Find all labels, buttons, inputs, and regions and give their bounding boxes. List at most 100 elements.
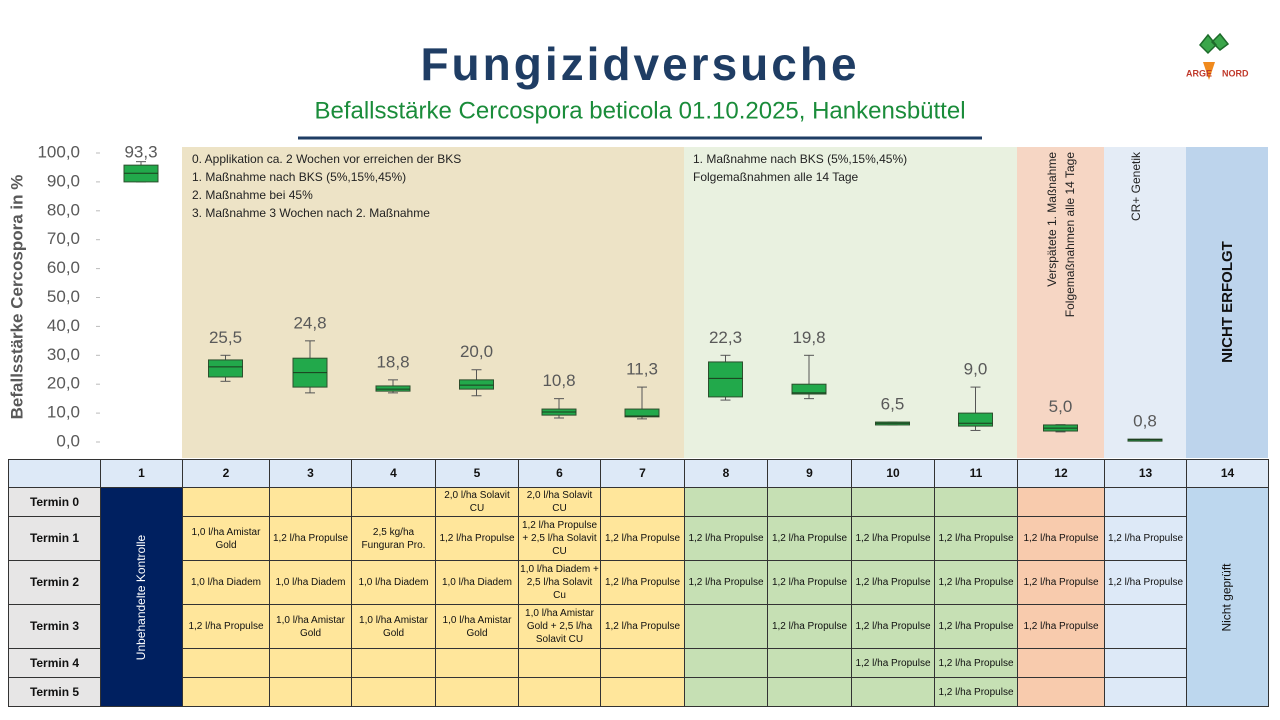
control-cell: Unbehandelte Kontrolle [100, 487, 183, 707]
cell-text: 1,0 l/ha Amistar Gold + 2,5 l/ha Solavit… [525, 608, 594, 645]
cell-text: 1,2 l/ha Propulse [855, 621, 931, 632]
cell: 1,0 l/ha Diadem + 2,5 l/ha Solavit Cu [518, 560, 601, 605]
cell: 1,2 l/ha Propulse + 2,5 l/ha Solavit CU [518, 516, 601, 561]
cell [269, 487, 352, 517]
y-tick-label: 70,0 [47, 229, 80, 248]
cell [182, 487, 270, 517]
row-label: Termin 3 [8, 604, 101, 649]
value-label: 25,5 [209, 328, 242, 347]
cell: 1,0 l/ha Diadem [435, 560, 519, 605]
cell [518, 648, 601, 678]
column-header: 9 [767, 459, 852, 488]
value-label: 11,3 [626, 360, 658, 379]
value-label: 6,5 [881, 395, 905, 414]
cell [684, 677, 768, 707]
cell-text: 1,0 l/ha Amistar Gold [191, 526, 261, 551]
cell: 1,2 l/ha Propulse [851, 604, 935, 649]
cell-text: 3 [307, 466, 314, 480]
cell: 1,2 l/ha Propulse [1017, 604, 1105, 649]
cell-text: 2,5 kg/ha Funguran Pro. [361, 526, 426, 551]
cell: 1,2 l/ha Propulse [851, 560, 935, 605]
y-tick-label: 30,0 [47, 345, 80, 364]
cell-text: Termin 4 [29, 655, 80, 670]
cell-text: 1,2 l/ha Propulse [1023, 533, 1099, 544]
cell-text: 1,2 l/ha Propulse [1107, 577, 1184, 588]
value-label: 19,8 [792, 328, 825, 347]
y-tick-label: 40,0 [47, 316, 80, 335]
column-header: 12 [1017, 459, 1105, 488]
box [708, 361, 743, 398]
cell-text: 9 [806, 466, 813, 480]
cell-text: 1,2 l/ha Propulse [938, 686, 1014, 698]
cell [182, 677, 270, 707]
not-tested-cell: Nicht geprüft [1186, 487, 1269, 707]
cell: 1,2 l/ha Propulse [851, 648, 935, 678]
cell-text: 1 [138, 466, 145, 480]
box [958, 412, 993, 427]
subtitle: Befallsstärke Cercospora beticola 01.10.… [314, 97, 965, 124]
cell-text: 11 [969, 466, 983, 480]
cell-text: 1,2 l/ha Propulse [771, 577, 848, 588]
y-tick-label: 50,0 [47, 287, 80, 306]
cell-text: Termin 1 [29, 531, 80, 545]
annotation: CR+ Genetik [1129, 151, 1143, 221]
cell-text: 2,0 l/ha Solavit CU [444, 490, 510, 514]
row-label: Termin 0 [8, 487, 101, 517]
cell-text: 1,2 l/ha Propulse [938, 657, 1014, 669]
cell-text: Termin 5 [29, 684, 80, 699]
box [459, 379, 494, 390]
cell-text: 1,2 l/ha Propulse [272, 533, 349, 544]
cell: 1,2 l/ha Propulse [767, 604, 852, 649]
cell-text: 6 [556, 466, 563, 480]
cell-text: 1,2 l/ha Propulse [855, 657, 931, 669]
cell-text: 14 [1220, 466, 1235, 480]
y-axis-label: Befallsstärke Cercospora in % [7, 175, 26, 420]
cell-text: 1,2 l/ha Propulse [604, 621, 681, 632]
cell-text: 1,2 l/ha Propulse [855, 533, 931, 544]
cell [767, 487, 852, 517]
annotation: NICHT ERFOLGT [1219, 241, 1236, 363]
cell: 1,2 l/ha Propulse [934, 560, 1018, 605]
cell [684, 487, 768, 517]
cell: 1,0 l/ha Amistar Gold [269, 604, 352, 649]
cell-text: 1,2 l/ha Propulse [604, 533, 681, 544]
cell-text: 1,2 l/ha Propulse [938, 621, 1014, 632]
y-tick-label: 100,0 [37, 142, 80, 161]
region [684, 147, 1017, 458]
cell-text: 1,0 l/ha Amistar Gold [359, 614, 428, 639]
cell [1104, 487, 1187, 517]
cell [351, 648, 436, 678]
box [208, 359, 243, 378]
cell: 1,2 l/ha Propulse [1104, 560, 1187, 605]
cell [767, 677, 852, 707]
box [791, 383, 827, 395]
region [1017, 147, 1104, 458]
column-header: 3 [269, 459, 352, 488]
cell: 1,2 l/ha Propulse [684, 560, 768, 605]
value-label: 93,3 [124, 142, 157, 161]
cell: 1,2 l/ha Propulse [934, 604, 1018, 649]
cell-text: Termin 2 [29, 575, 80, 589]
value-label: 20,0 [460, 342, 493, 361]
cell-text: 1,2 l/ha Propulse [1023, 577, 1099, 588]
cell: 1,0 l/ha Amistar Gold [182, 516, 270, 561]
box [624, 408, 660, 418]
cell-text: 1,0 l/ha Amistar Gold [442, 614, 512, 639]
region [1186, 147, 1268, 458]
column-header: 1 [100, 459, 183, 488]
y-tick-label: 90,0 [47, 171, 80, 190]
cell [1017, 677, 1105, 707]
cell: 1,2 l/ha Propulse [767, 560, 852, 605]
logo: ARGE NORD [1186, 32, 1249, 80]
value-label: 10,8 [542, 371, 575, 390]
cell-text: 1,2 l/ha Propulse [1023, 621, 1099, 632]
cell: 1,2 l/ha Propulse [182, 604, 270, 649]
cell [269, 648, 352, 678]
annotation: Verspätete 1. Maßnahme [1045, 152, 1059, 287]
cell-text: 1,0 l/ha Diadem [358, 577, 429, 588]
annotation: 1. Maßnahme nach BKS (5%,15%,45%) [192, 170, 406, 184]
cell-text: 4 [390, 466, 397, 480]
cell [934, 487, 1018, 517]
row-label: Termin 2 [8, 560, 101, 605]
